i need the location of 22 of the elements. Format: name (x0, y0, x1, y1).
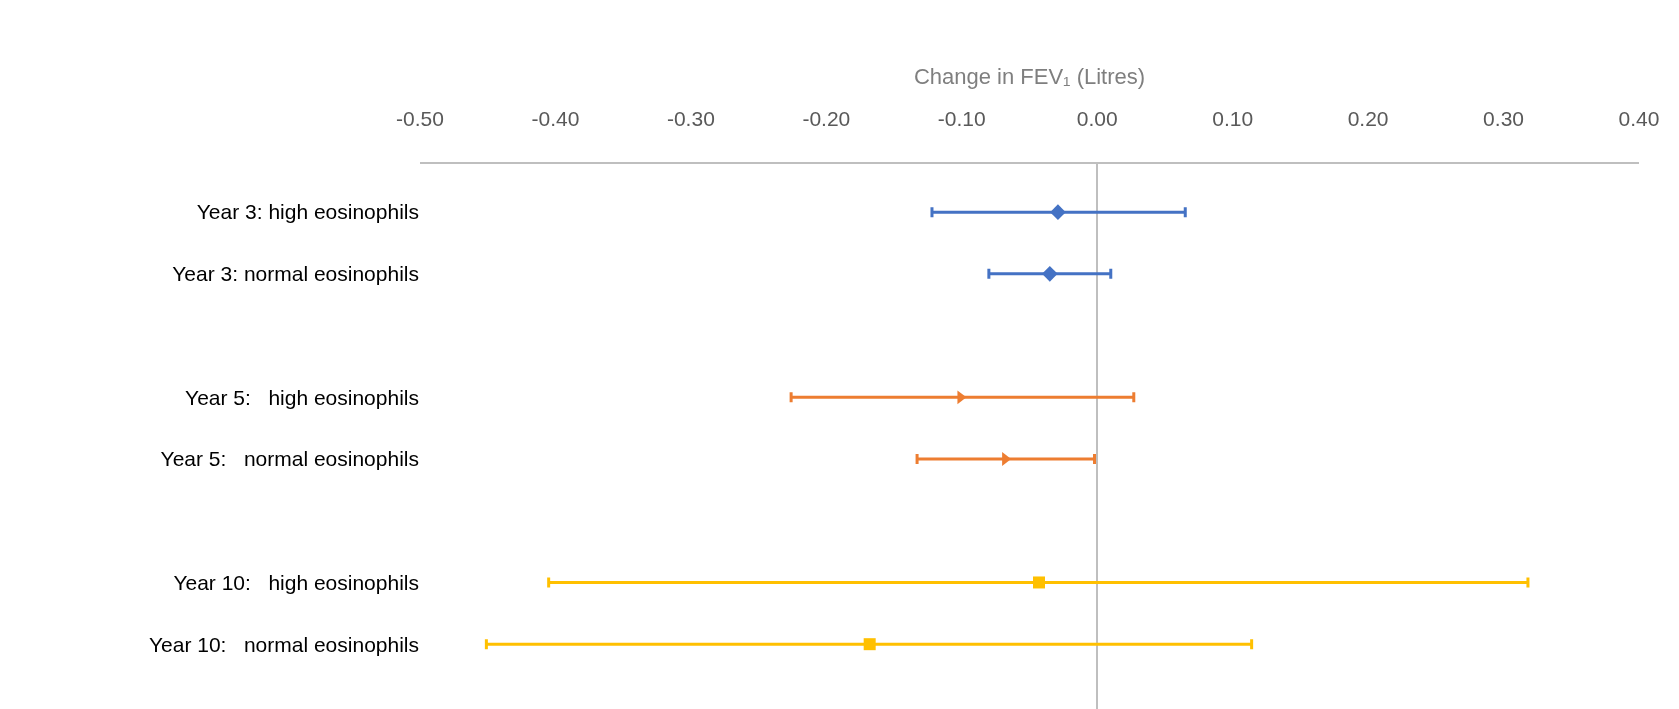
x-axis-title: Change in FEV₁ (Litres) (913, 63, 1146, 89)
x-tick-label: 0.10 (1212, 106, 1254, 130)
x-tick-label: -0.30 (666, 106, 715, 130)
y-tick-label: Year 10: normal eosinophils (148, 632, 419, 656)
y-tick-label: Year 5: normal eosinophils (160, 447, 419, 471)
x-tick-label: -0.20 (802, 106, 851, 130)
x-tick-label: 0.30 (1483, 106, 1524, 130)
point (1032, 576, 1045, 589)
x-tick-label: 0.40 (1618, 106, 1660, 130)
y-tick-label: Year 5: high eosinophils (185, 385, 419, 409)
x-tick-label: 0.00 (1076, 106, 1118, 130)
y-tick-label: Year 10: high eosinophils (173, 570, 419, 594)
point (1042, 266, 1058, 282)
point (1002, 452, 1012, 466)
point (1050, 204, 1066, 220)
point (863, 638, 876, 651)
x-tick-label: -0.50 (396, 106, 444, 130)
y-tick-label: Year 3: high eosinophils (196, 200, 419, 224)
x-tick-label: -0.40 (531, 106, 580, 130)
x-tick-label: -0.10 (937, 106, 986, 130)
x-tick-label: 0.20 (1347, 106, 1389, 130)
y-tick-label: Year 3: normal eosinophils (172, 262, 419, 286)
